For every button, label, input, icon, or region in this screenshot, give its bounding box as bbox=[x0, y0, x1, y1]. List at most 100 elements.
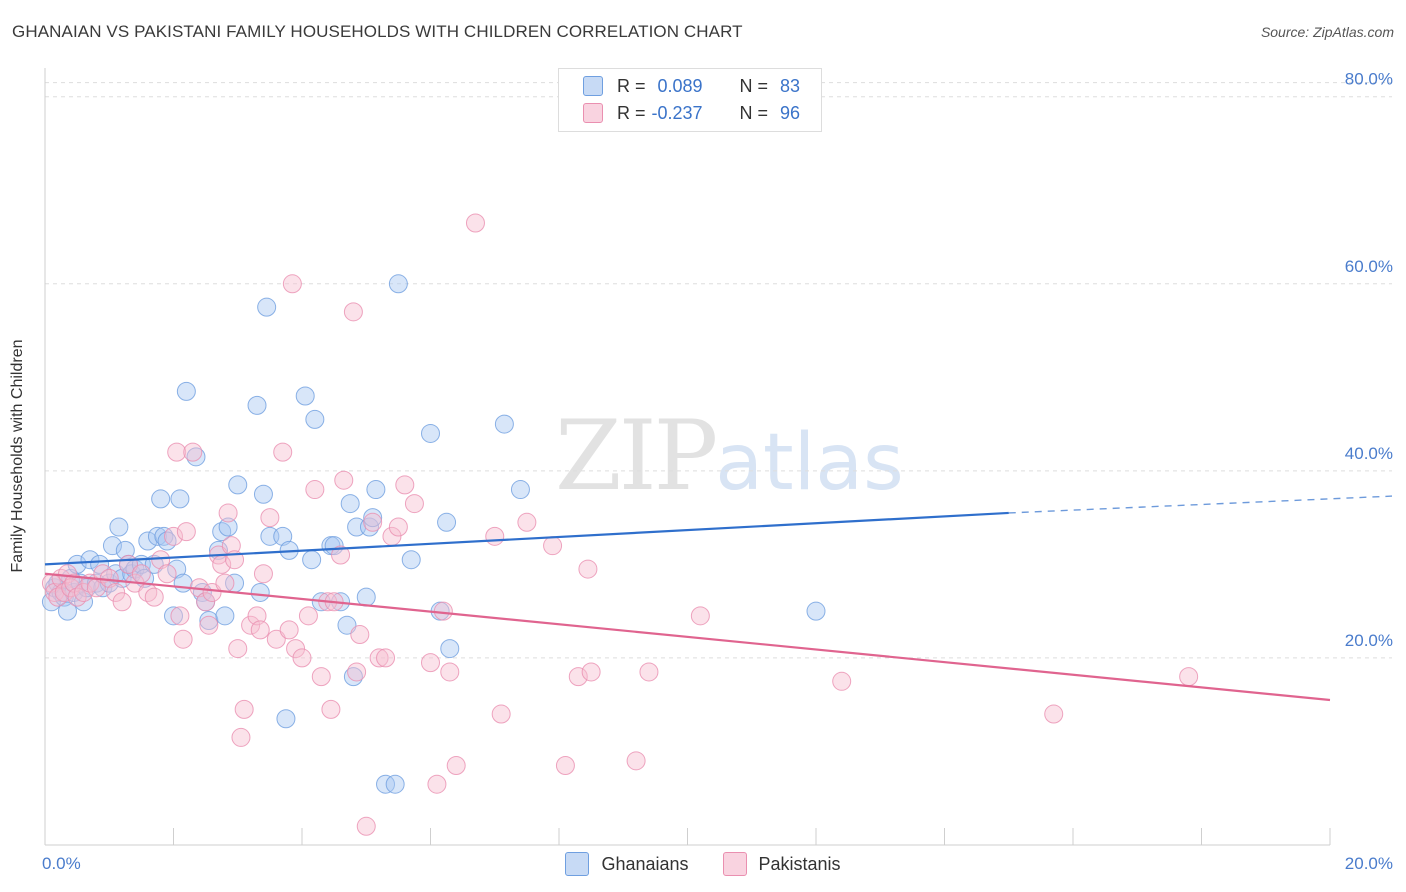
ghanaian-point bbox=[80, 550, 100, 570]
watermark: ZIPatlas bbox=[555, 400, 904, 512]
pakistani-point bbox=[440, 662, 460, 682]
pakistani-point bbox=[356, 816, 376, 836]
legend-n-label: N = bbox=[739, 102, 769, 123]
pakistani-point bbox=[74, 582, 94, 602]
grid-lines bbox=[45, 82, 1392, 659]
pakistani-point bbox=[234, 699, 254, 719]
legend-n-value: 83 bbox=[780, 75, 801, 96]
pakistani-point bbox=[555, 755, 575, 775]
ghanaian-point bbox=[806, 601, 826, 621]
pakistani-point bbox=[215, 573, 235, 593]
ghanaian-point bbox=[401, 550, 421, 570]
watermark-atlas: atlas bbox=[715, 418, 904, 508]
y-tick-label: 40.0% bbox=[1345, 444, 1393, 463]
ghanaian-point bbox=[421, 423, 440, 443]
pakistani-point bbox=[131, 564, 151, 584]
pakistani-point bbox=[305, 480, 325, 500]
correlation-legend: R = 0.089 N = 83 R = -0.237 N = 96 bbox=[558, 68, 822, 132]
pakistani-point bbox=[350, 625, 370, 645]
y-tick-label: 80.0% bbox=[1345, 70, 1393, 89]
ghanaian-point bbox=[257, 297, 277, 317]
pakistani-point bbox=[343, 302, 363, 322]
legend-r-label: R = bbox=[617, 102, 646, 123]
trend-lines bbox=[44, 495, 1393, 702]
pakistani-point bbox=[626, 751, 646, 771]
y-tick-label: 60.0% bbox=[1345, 257, 1393, 276]
pakistani-point bbox=[369, 648, 389, 668]
trend-line-ghanaians bbox=[44, 511, 1009, 566]
pakistani-point bbox=[1179, 667, 1199, 687]
ghanaian-point bbox=[151, 489, 171, 509]
pakistani-point bbox=[112, 592, 132, 612]
legend-swatch-pakistanis bbox=[722, 852, 747, 876]
ghanaian-point bbox=[57, 601, 77, 621]
ghanaian-point bbox=[305, 409, 325, 429]
pakistani-point bbox=[202, 582, 222, 602]
ghanaian-point bbox=[385, 774, 405, 794]
pakistani-point bbox=[279, 620, 299, 640]
ghanaian-point bbox=[250, 582, 270, 602]
pakistani-point bbox=[218, 503, 238, 523]
legend-n-value: 96 bbox=[780, 102, 801, 123]
ghanaian-point bbox=[199, 611, 219, 631]
pakistani-point bbox=[231, 727, 251, 747]
source-credit: Source: ZipAtlas.com bbox=[1260, 24, 1394, 40]
pakistani-point bbox=[421, 653, 440, 673]
pakistani-point bbox=[321, 699, 341, 719]
pakistani-point bbox=[404, 494, 424, 514]
tick-labels: 20.0% 40.0% 60.0% 80.0% 0.0% 20.0% bbox=[42, 70, 1393, 873]
ghanaian-point bbox=[340, 494, 360, 514]
ghanaian-point bbox=[437, 512, 457, 532]
pakistani-point bbox=[266, 629, 286, 649]
series-pakistanis bbox=[41, 213, 1199, 836]
pakistani-point bbox=[465, 213, 485, 233]
ghanaian-point bbox=[388, 274, 408, 294]
pakistani-point bbox=[690, 606, 710, 626]
pakistani-point bbox=[347, 662, 367, 682]
pakistani-point bbox=[164, 526, 183, 546]
pakistani-point bbox=[517, 512, 537, 532]
ghanaian-point bbox=[228, 475, 248, 495]
pakistani-point bbox=[282, 274, 302, 294]
pakistani-point bbox=[334, 470, 354, 490]
trend-line-pakistanis bbox=[44, 572, 1331, 702]
legend-r-value: 0.089 bbox=[657, 75, 703, 96]
pakistani-point bbox=[170, 606, 190, 626]
ghanaian-point bbox=[356, 587, 376, 607]
pakistani-point bbox=[241, 615, 261, 635]
pakistani-point bbox=[311, 667, 331, 687]
legend-row-ghanaians: R = 0.089 N = 83 bbox=[583, 74, 800, 98]
legend-r-value: -0.237 bbox=[651, 102, 703, 123]
pakistani-point bbox=[286, 639, 306, 659]
pakistani-point bbox=[273, 442, 293, 462]
ghanaian-point bbox=[215, 606, 235, 626]
ghanaian-point bbox=[295, 386, 315, 406]
ghanaian-point bbox=[273, 526, 293, 546]
pakistani-point bbox=[491, 704, 511, 724]
trend-line-ghanaians-extension bbox=[1008, 495, 1393, 514]
pakistani-point bbox=[157, 564, 177, 584]
pakistani-point bbox=[376, 648, 396, 668]
series-legend: Ghanaians Pakistanis bbox=[0, 852, 1406, 876]
ghanaian-point bbox=[176, 381, 196, 401]
ghanaian-point bbox=[173, 573, 193, 593]
ghanaian-point bbox=[170, 489, 190, 509]
ghanaian-point bbox=[138, 531, 158, 551]
pakistani-point bbox=[485, 526, 505, 546]
pakistani-point bbox=[395, 475, 415, 495]
pakistani-point bbox=[446, 755, 466, 775]
legend-swatch-ghanaians bbox=[583, 76, 603, 96]
ghanaian-point bbox=[376, 774, 396, 794]
pakistani-point bbox=[427, 774, 447, 794]
ghanaian-point bbox=[102, 536, 122, 556]
pakistani-point bbox=[228, 639, 248, 659]
ghanaian-point bbox=[164, 606, 183, 626]
pakistani-point bbox=[581, 662, 601, 682]
legend-r-label: R = bbox=[617, 75, 646, 96]
pakistani-point bbox=[196, 592, 216, 612]
pakistani-point bbox=[247, 606, 267, 626]
pakistani-point bbox=[173, 629, 193, 649]
ghanaian-point bbox=[109, 517, 129, 537]
pakistani-point bbox=[568, 667, 588, 687]
y-tick-label: 20.0% bbox=[1345, 631, 1393, 650]
